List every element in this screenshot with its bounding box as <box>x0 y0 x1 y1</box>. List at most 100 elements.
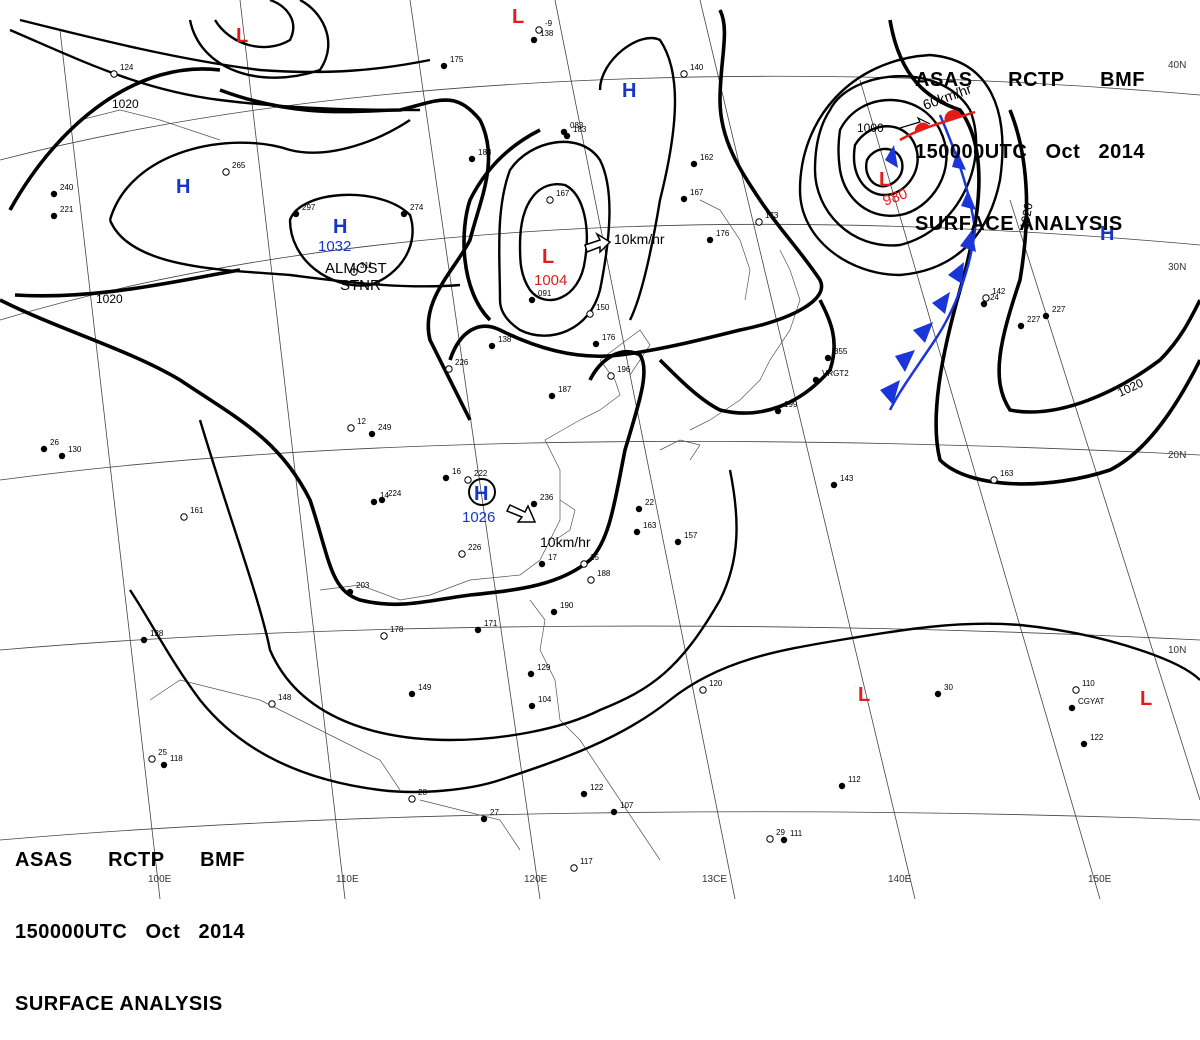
station-observation-value: 14 <box>380 491 389 500</box>
title-month: Oct <box>145 921 181 943</box>
station-observation-value: 22 <box>645 498 654 507</box>
station-dot <box>58 452 66 460</box>
station-observation-value: 157 <box>684 531 698 540</box>
station-dot <box>530 36 538 44</box>
title-agency: ASAS <box>915 69 973 91</box>
station-dot <box>148 755 156 763</box>
station-dot <box>774 407 782 415</box>
station-observation-value: 227 <box>1027 315 1041 324</box>
station-observation-value: 117 <box>580 857 593 866</box>
low-symbol: L <box>542 246 554 268</box>
title-year: 2014 <box>198 921 245 943</box>
station-dot <box>180 513 188 521</box>
station-dot <box>160 761 168 769</box>
station-observation-value: 27 <box>490 808 499 817</box>
station-dot <box>268 700 276 708</box>
station-dot <box>474 626 482 634</box>
station-observation-value: 107 <box>620 801 634 810</box>
cold-front <box>880 114 977 411</box>
station-dot <box>442 474 450 482</box>
lon-label-100e: 100E <box>148 874 172 885</box>
station-dot <box>570 864 578 872</box>
station-dot <box>610 808 618 816</box>
station-observation-value: 24 <box>990 293 999 302</box>
station-dot <box>400 210 408 218</box>
station-dot <box>528 296 536 304</box>
station-dot <box>830 481 838 489</box>
station-observation-value: 171 <box>484 619 498 628</box>
station-dot <box>990 476 998 484</box>
station-observation-value: 28 <box>418 788 427 797</box>
station-observation-value: VRGT2 <box>822 369 849 378</box>
low-symbol: L <box>1140 688 1152 710</box>
station-dot <box>680 70 688 78</box>
low-pressure-label: 1004 <box>534 272 567 289</box>
station-dot <box>350 268 358 276</box>
station-dot <box>378 496 386 504</box>
station-dot <box>527 670 535 678</box>
station-dot <box>535 26 543 34</box>
lat-label-40n: 40N <box>1168 60 1186 71</box>
lat-label-30n: 30N <box>1168 262 1186 273</box>
station-observation-value: 140 <box>690 63 704 72</box>
station-dot <box>755 218 763 226</box>
station-dot <box>408 690 416 698</box>
station-dot <box>528 702 536 710</box>
station-dot <box>480 815 488 823</box>
station-observation-value: 188 <box>478 148 492 157</box>
station-observation-value: 110 <box>1082 679 1095 688</box>
station-dot <box>838 782 846 790</box>
station-observation-value: 143 <box>840 474 854 483</box>
high-pressure-label: 1026 <box>462 509 495 526</box>
station-observation-value: 183 <box>573 125 587 134</box>
lon-label-110e: 110E <box>336 874 359 885</box>
title-time: 150000UTC <box>15 921 128 943</box>
title-office: RCTP <box>1008 69 1065 91</box>
station-observation-value: 224 <box>388 489 402 498</box>
station-observation-value: 199 <box>784 400 798 409</box>
isobar-label: 1020 <box>112 97 139 111</box>
station-observation-value: 163 <box>1000 469 1014 478</box>
title-code: BMF <box>200 849 245 871</box>
title-month: Oct <box>1045 141 1081 163</box>
station-dot <box>635 505 643 513</box>
station-observation-value: 227 <box>1052 305 1066 314</box>
station-dot <box>766 835 774 843</box>
station-dot <box>458 550 466 558</box>
station-observation-value: 176 <box>602 333 616 342</box>
station-dot <box>408 795 416 803</box>
station-dot <box>812 376 820 384</box>
station-observation-value: 221 <box>60 205 74 214</box>
station-observation-value: 222 <box>474 469 488 478</box>
station-observation-value: 355 <box>834 347 848 356</box>
station-observation-value: 173 <box>765 211 779 220</box>
graticule <box>0 0 1200 899</box>
station-observation-value: 112 <box>848 775 861 784</box>
station-dot <box>468 155 476 163</box>
low-symbol: L <box>236 25 248 47</box>
station-observation-value: 203 <box>356 581 370 590</box>
station-observation-value: 162 <box>700 153 714 162</box>
station-observation-value: 190 <box>560 601 574 610</box>
station-observation-value: 265 <box>232 161 246 170</box>
isobar-label: 1000 <box>857 121 884 135</box>
station-dot <box>50 212 58 220</box>
station-dot <box>538 560 546 568</box>
title-agency: ASAS <box>15 849 73 871</box>
station-dot <box>370 498 378 506</box>
station-observation-value: 26 <box>50 438 59 447</box>
station-observation-value: 176 <box>716 229 730 238</box>
station-dot <box>824 354 832 362</box>
station-observation-value: 297 <box>302 203 316 212</box>
station-dot <box>587 576 595 584</box>
motion-arrows <box>505 116 931 523</box>
lon-label-130e: 13CE <box>702 874 727 885</box>
station-observation-value: 138 <box>540 29 554 38</box>
station-dot <box>1042 312 1050 320</box>
station-dot <box>607 372 615 380</box>
station-dot <box>982 294 990 302</box>
isobar-label: 1020 <box>96 292 123 306</box>
station-dot <box>292 210 300 218</box>
lat-label-10n: 10N <box>1168 645 1186 656</box>
